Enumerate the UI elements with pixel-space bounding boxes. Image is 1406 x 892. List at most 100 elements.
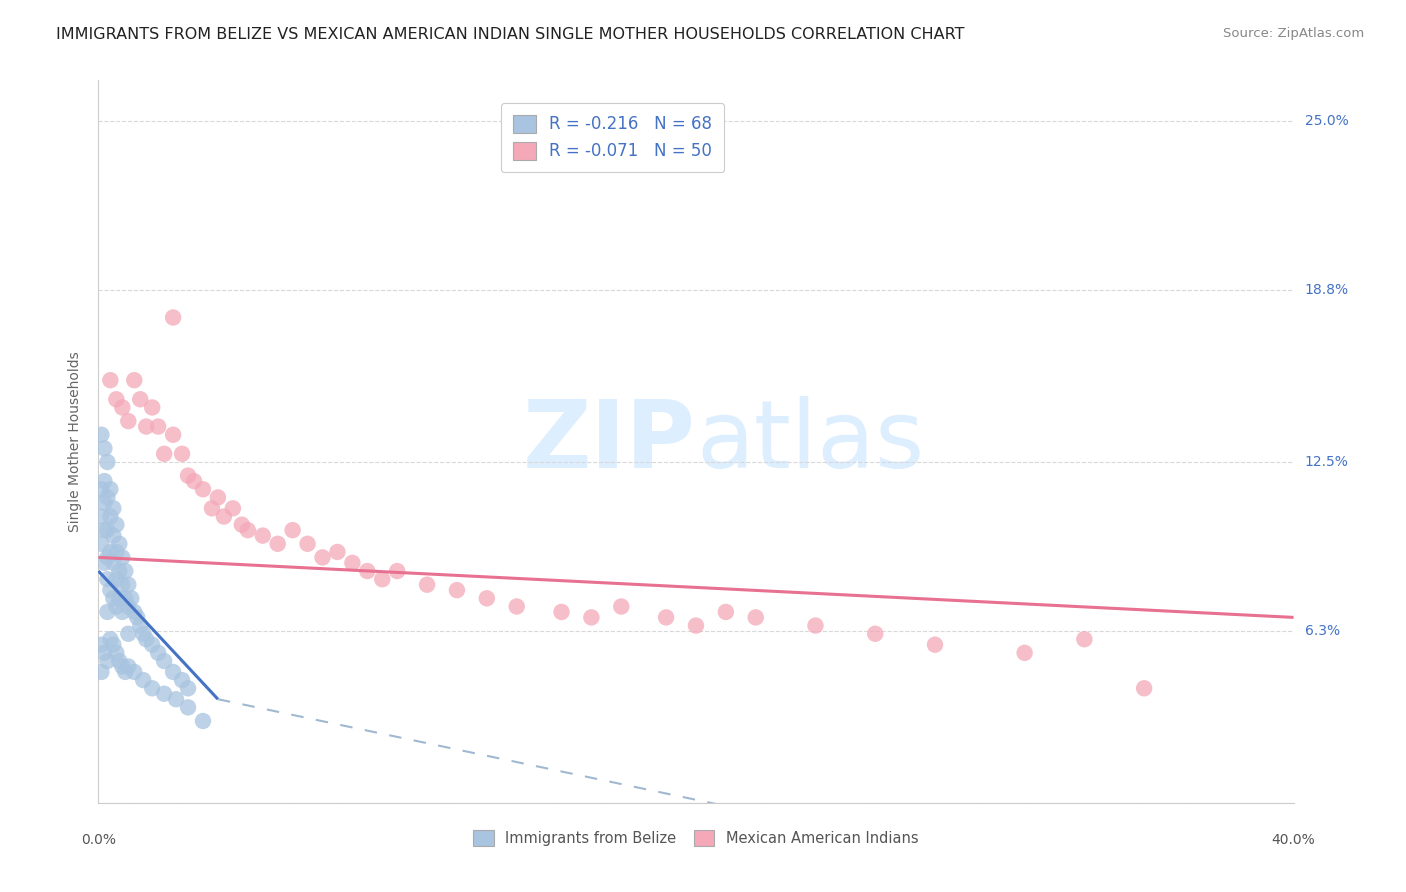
Point <box>96 572 118 586</box>
Point <box>267 537 290 551</box>
Point <box>297 537 319 551</box>
Point <box>141 638 163 652</box>
Point <box>124 605 146 619</box>
Point <box>132 673 155 687</box>
Point <box>177 681 200 696</box>
Point <box>124 373 146 387</box>
Point <box>105 517 128 532</box>
Point <box>108 564 131 578</box>
Text: Source: ZipAtlas.com: Source: ZipAtlas.com <box>1223 27 1364 40</box>
Point <box>103 591 125 606</box>
Point <box>98 545 122 559</box>
Text: 12.5%: 12.5% <box>1305 455 1348 469</box>
Text: ZIP: ZIP <box>523 395 696 488</box>
Point <box>745 610 768 624</box>
Point <box>90 665 112 679</box>
Point <box>111 401 134 415</box>
Point <box>212 509 235 524</box>
Point <box>98 632 122 647</box>
Point <box>108 537 131 551</box>
Point <box>153 447 176 461</box>
Point <box>1014 646 1036 660</box>
Point <box>311 550 333 565</box>
Point <box>162 310 184 325</box>
Point <box>90 537 112 551</box>
Point <box>177 700 200 714</box>
Point <box>550 605 572 619</box>
Point <box>103 501 125 516</box>
Point <box>416 577 439 591</box>
Point <box>342 556 364 570</box>
Text: 6.3%: 6.3% <box>1305 624 1340 638</box>
Point <box>581 610 603 624</box>
Point <box>326 545 349 559</box>
Point <box>153 687 176 701</box>
Point <box>98 373 122 387</box>
Point <box>103 556 125 570</box>
Point <box>252 528 274 542</box>
Point <box>117 577 139 591</box>
Point <box>90 482 112 496</box>
Point <box>356 564 378 578</box>
Text: 0.0%: 0.0% <box>82 833 115 847</box>
Point <box>165 692 187 706</box>
Point <box>191 482 214 496</box>
Point <box>222 501 245 516</box>
Point <box>93 496 115 510</box>
Point <box>191 714 214 728</box>
Point <box>148 419 170 434</box>
Point <box>1133 681 1156 696</box>
Point <box>114 665 136 679</box>
Legend: Immigrants from Belize, Mexican American Indians: Immigrants from Belize, Mexican American… <box>465 822 927 854</box>
Point <box>93 474 115 488</box>
Point <box>120 591 142 606</box>
Point <box>183 474 205 488</box>
Point <box>105 392 128 407</box>
Point <box>153 654 176 668</box>
Point <box>103 528 125 542</box>
Point <box>114 564 136 578</box>
Point <box>108 654 131 668</box>
Point <box>93 646 115 660</box>
Point <box>105 599 128 614</box>
Point <box>105 572 128 586</box>
Point <box>281 523 304 537</box>
Point <box>96 455 118 469</box>
Point <box>98 583 122 598</box>
Y-axis label: Single Mother Households: Single Mother Households <box>69 351 83 532</box>
Point <box>132 626 155 640</box>
Point <box>103 638 125 652</box>
Point <box>506 599 529 614</box>
Point <box>96 550 118 565</box>
Point <box>108 591 131 606</box>
Point <box>129 392 152 407</box>
Point <box>105 545 128 559</box>
Point <box>90 427 112 442</box>
Point <box>117 659 139 673</box>
Point <box>162 427 184 442</box>
Point <box>90 638 112 652</box>
Point <box>172 673 194 687</box>
Point <box>90 509 112 524</box>
Point <box>655 610 678 624</box>
Point <box>96 491 118 505</box>
Point <box>111 659 134 673</box>
Point <box>804 618 827 632</box>
Point <box>141 681 163 696</box>
Point <box>177 468 200 483</box>
Point <box>129 618 152 632</box>
Point <box>111 605 134 619</box>
Point <box>117 626 139 640</box>
Point <box>371 572 394 586</box>
Point <box>93 442 115 456</box>
Point <box>924 638 946 652</box>
Point <box>135 419 157 434</box>
Point <box>127 610 149 624</box>
Point <box>446 583 468 598</box>
Point <box>96 605 118 619</box>
Point <box>231 517 253 532</box>
Text: 40.0%: 40.0% <box>1271 833 1316 847</box>
Point <box>96 654 118 668</box>
Point <box>1073 632 1095 647</box>
Text: atlas: atlas <box>696 395 924 488</box>
